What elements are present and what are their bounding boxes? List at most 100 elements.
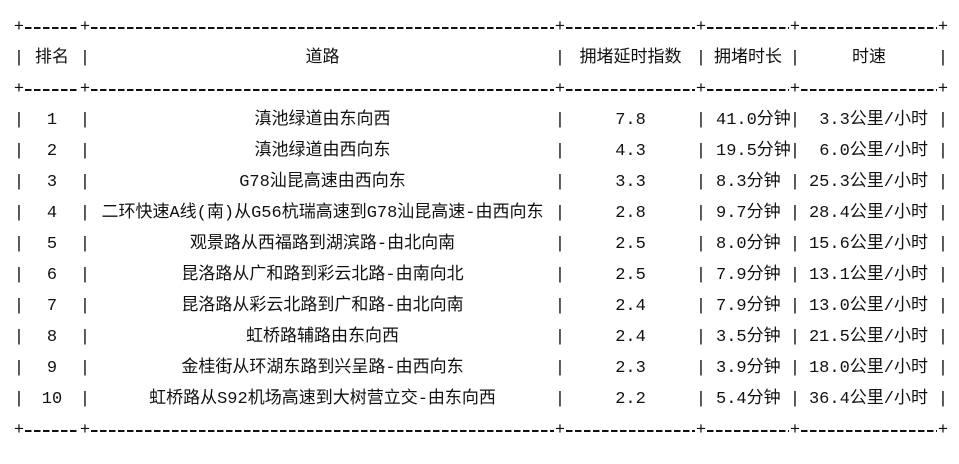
cell-rank: 9 <box>46 359 58 378</box>
cell-congestion-index: 4.3 <box>615 142 646 161</box>
column-separator: | <box>695 328 707 347</box>
column-separator: | <box>554 297 566 316</box>
table-row: | 1 | 滇池绿道由东向西 | 7.8 | 41.0分钟 | 3.3公里/小时… <box>13 105 959 136</box>
cell-speed: 13.1公里/小时 <box>808 266 928 285</box>
column-separator: | <box>554 204 566 223</box>
column-separator: | <box>554 49 566 68</box>
column-separator: | <box>937 204 949 223</box>
column-separator: | <box>13 328 25 347</box>
table-border-top: + + + + + + <box>13 12 959 43</box>
border-dash <box>801 88 937 91</box>
table-row: | 5 | 观景路从西福路到湖滨路-由北向南 | 2.5 | 8.0分钟 | 1… <box>13 229 959 260</box>
cell-rank: 2 <box>46 142 58 161</box>
cell-congestion-index: 2.4 <box>615 328 646 347</box>
column-separator: | <box>554 111 566 130</box>
cell-rank: 7 <box>46 297 58 316</box>
cell-congestion-index: 7.8 <box>615 111 646 130</box>
cell-speed: 13.0公里/小时 <box>808 297 928 316</box>
border-dash <box>566 26 695 29</box>
column-separator: | <box>13 235 25 254</box>
border-dash <box>91 429 554 432</box>
cell-road: 观景路从西福路到湖滨路-由北向南 <box>189 235 456 254</box>
cell-rank: 6 <box>46 266 58 285</box>
table-border-header: + + + + + + <box>13 74 959 105</box>
column-separator: | <box>937 111 949 130</box>
border-dash <box>707 26 789 29</box>
column-separator: | <box>937 173 949 192</box>
cell-rank: 5 <box>46 235 58 254</box>
border-cross: + <box>937 80 949 99</box>
border-cross: + <box>789 80 801 99</box>
cell-road: 金桂街从环湖东路到兴呈路-由西向东 <box>181 359 464 378</box>
column-separator: | <box>554 328 566 347</box>
table-border-bottom: + + + + + + <box>13 415 959 446</box>
table-row: | 6 | 昆洛路从广和路到彩云北路-由南向北 | 2.5 | 7.9分钟 | … <box>13 260 959 291</box>
column-separator: | <box>937 235 949 254</box>
border-cross: + <box>695 421 707 440</box>
border-cross: + <box>79 80 91 99</box>
column-separator: | <box>695 204 707 223</box>
column-separator: | <box>13 173 25 192</box>
border-dash <box>91 88 554 91</box>
column-separator: | <box>13 49 25 68</box>
column-separator: | <box>789 142 801 161</box>
cell-congestion-duration: 3.9分钟 <box>716 359 781 378</box>
border-cross: + <box>937 421 949 440</box>
border-cross: + <box>554 80 566 99</box>
column-separator: | <box>79 359 91 378</box>
column-separator: | <box>789 235 801 254</box>
column-separator: | <box>79 111 91 130</box>
column-separator: | <box>79 142 91 161</box>
column-separator: | <box>13 390 25 409</box>
cell-congestion-duration: 5.4分钟 <box>716 390 781 409</box>
border-cross: + <box>13 18 25 37</box>
cell-congestion-index: 2.4 <box>615 297 646 316</box>
cell-speed: 3.3公里/小时 <box>819 111 928 130</box>
column-separator: | <box>937 297 949 316</box>
column-separator: | <box>937 142 949 161</box>
column-separator: | <box>13 266 25 285</box>
table-row: | 3 | G78汕昆高速由西向东 | 3.3 | 8.3分钟 | 25.3公里… <box>13 167 959 198</box>
column-separator: | <box>789 359 801 378</box>
column-separator: | <box>554 173 566 192</box>
column-separator: | <box>937 266 949 285</box>
column-separator: | <box>554 390 566 409</box>
cell-speed: 25.3公里/小时 <box>808 173 928 192</box>
cell-rank: 4 <box>46 204 58 223</box>
border-cross: + <box>79 421 91 440</box>
column-separator: | <box>789 173 801 192</box>
column-separator: | <box>79 173 91 192</box>
column-separator: | <box>79 49 91 68</box>
table-row: | 2 | 滇池绿道由西向东 | 4.3 | 19.5分钟 | 6.0公里/小时… <box>13 136 959 167</box>
cell-road: 昆洛路从广和路到彩云北路-由南向北 <box>181 266 464 285</box>
cell-speed: 15.6公里/小时 <box>808 235 928 254</box>
cell-congestion-index: 2.2 <box>615 390 646 409</box>
border-dash <box>707 88 789 91</box>
column-separator: | <box>937 359 949 378</box>
cell-speed: 18.0公里/小时 <box>808 359 928 378</box>
column-separator: | <box>789 297 801 316</box>
column-separator: | <box>13 142 25 161</box>
cell-speed: 21.5公里/小时 <box>808 328 928 347</box>
column-separator: | <box>13 204 25 223</box>
column-separator: | <box>695 111 707 130</box>
column-separator: | <box>79 390 91 409</box>
cell-congestion-index: 2.3 <box>615 359 646 378</box>
column-separator: | <box>695 49 707 68</box>
cell-road: 虹桥路从S92机场高速到大树营立交-由东向西 <box>149 390 496 409</box>
border-dash <box>801 26 937 29</box>
border-cross: + <box>13 421 25 440</box>
border-cross: + <box>789 18 801 37</box>
column-separator: | <box>13 297 25 316</box>
cell-rank: 10 <box>41 390 63 409</box>
border-dash <box>566 429 695 432</box>
cell-congestion-duration: 9.7分钟 <box>716 204 781 223</box>
cell-congestion-duration: 7.9分钟 <box>716 266 781 285</box>
table-row: | 9 | 金桂街从环湖东路到兴呈路-由西向东 | 2.3 | 3.9分钟 | … <box>13 353 959 384</box>
border-dash <box>91 26 554 29</box>
cell-congestion-duration: 7.9分钟 <box>716 297 781 316</box>
column-separator: | <box>789 111 801 130</box>
border-cross: + <box>554 18 566 37</box>
cell-speed: 36.4公里/小时 <box>808 390 928 409</box>
column-separator: | <box>789 204 801 223</box>
